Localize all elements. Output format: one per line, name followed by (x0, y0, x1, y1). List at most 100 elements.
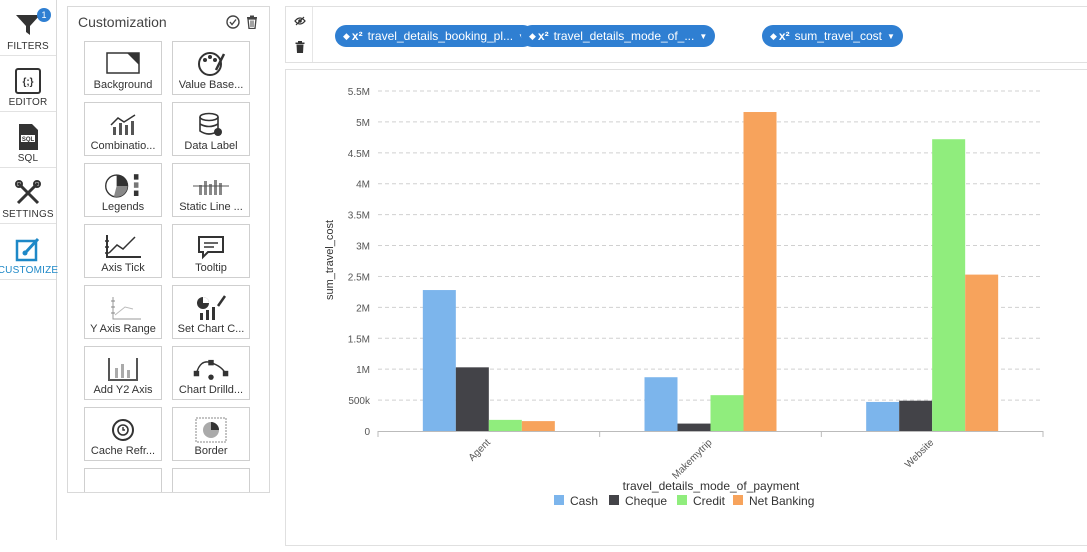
tile-label: Combinatio... (90, 140, 156, 152)
drilldown-icon (191, 354, 231, 384)
bar-cash-website[interactable] (866, 401, 900, 431)
bar-net-banking-makemytrip[interactable] (743, 112, 777, 431)
toolbar-actions (286, 7, 313, 62)
bar-cash-makemytrip[interactable] (644, 377, 678, 431)
y2-axis-icon (103, 354, 143, 384)
pill-sum-travel-cost[interactable]: ◆ x² sum_travel_cost ▼ (762, 25, 903, 47)
customize-icon (14, 235, 42, 263)
y-tick-label: 5M (356, 118, 370, 129)
bar-net-banking-agent[interactable] (521, 421, 555, 431)
tile-chart-color[interactable]: Set Chart C... (172, 285, 250, 339)
tile-axis-tick[interactable]: Axis Tick (84, 224, 162, 278)
sort-icon: ◆ (529, 30, 536, 41)
bar-credit-agent[interactable] (488, 419, 522, 431)
y-axis-title: sum_travel_cost (324, 220, 336, 300)
tile-tooltip[interactable]: Tooltip (172, 224, 250, 278)
bar-chart-frame-icon (191, 488, 231, 492)
legend-item-credit[interactable]: Credit (677, 494, 726, 508)
y-axis-tick-labels: 0 500k 1M 1.5M 2M 2.5M 3M 3.5M 4M 4.5M 5M 5.5M (348, 87, 371, 438)
bar-chart: 0 500k 1M 1.5M 2M 2.5M 3M 3.5M 4M 4.5M 5M 5.5M Agen… (324, 87, 1044, 508)
caret-down-icon: ▼ (886, 31, 895, 41)
bar-cheque-agent[interactable] (455, 367, 489, 431)
tile-palette[interactable]: Value Base... (172, 41, 250, 95)
trash-icon[interactable] (245, 15, 259, 29)
bar-net-banking-website[interactable] (965, 274, 999, 431)
left-nav: 1 FILTERS {;} EDITOR SQL SQL SETTINGS CU… (0, 0, 58, 540)
tile-label: Data Label (184, 140, 238, 152)
legend-item-net-banking[interactable]: Net Banking (733, 494, 814, 508)
tile-label: Add Y2 Axis (93, 384, 153, 396)
nav-customize[interactable]: CUSTOMIZE (0, 224, 58, 280)
nav-settings[interactable]: SETTINGS (0, 168, 56, 224)
tile-drilldown[interactable]: Chart Drilld... (172, 346, 250, 400)
tile-label: Set Chart C... (177, 323, 245, 335)
nav-filters[interactable]: 1 FILTERS (0, 0, 56, 56)
tile-label: Background (93, 79, 153, 91)
legend-item-cash[interactable]: Cash (554, 494, 598, 508)
legend-item-cheque[interactable]: Cheque (609, 494, 667, 508)
tile-combination-chart[interactable]: Combinatio... (84, 102, 162, 156)
nav-label-settings: SETTINGS (2, 209, 54, 220)
tile-label: Legends (101, 201, 145, 213)
tile-pie-legend[interactable]: Legends (84, 163, 162, 217)
tile-cache-refresh[interactable]: Cache Refr... (84, 407, 162, 461)
legend-label: Credit (693, 494, 726, 508)
x-tick-label: Website (903, 437, 937, 471)
nav-label-filters: FILTERS (7, 41, 49, 52)
sort-icon: ◆ (770, 30, 777, 41)
legend-swatch (677, 495, 687, 505)
sql-file-icon: SQL (14, 123, 42, 151)
nav-sql[interactable]: SQL SQL (0, 112, 56, 168)
x-tick-label: Agent (467, 437, 493, 463)
legend-label: Cheque (625, 494, 667, 508)
tile-label: Axis Tick (101, 262, 145, 274)
eye-icon[interactable] (294, 15, 306, 27)
pill-booking-platform[interactable]: ◆ x² travel_details_booking_pl... ▼ (335, 25, 534, 47)
tile-bar-chart-frame[interactable] (172, 468, 250, 492)
tile-border[interactable]: Border (172, 407, 250, 461)
x-axis: Agent Makemytrip Website (377, 431, 1044, 482)
cache-refresh-icon (103, 415, 143, 445)
field-toolbar: ◆ x² travel_details_booking_pl... ▼ ◆ x²… (285, 6, 1087, 63)
y-tick-label: 1M (356, 365, 370, 376)
legend-label: Net Banking (749, 494, 814, 508)
panel-title: Customization (78, 14, 167, 30)
bar-cash-agent[interactable] (422, 290, 456, 431)
legend-swatch (733, 495, 743, 505)
bar-credit-website[interactable] (932, 139, 966, 431)
tile-label: Static Line ... (179, 201, 243, 213)
y-tick-label: 1.5M (348, 334, 370, 345)
function-icon: x² (537, 29, 549, 43)
tile-static-line[interactable]: Static Line ... (172, 163, 250, 217)
bar-cheque-makemytrip[interactable] (677, 423, 711, 431)
svg-text:{;}: {;} (22, 77, 33, 88)
tile-database[interactable]: Data Label (172, 102, 250, 156)
sort-icon: ◆ (343, 30, 350, 41)
tile-y2-axis[interactable]: Add Y2 Axis (84, 346, 162, 400)
filter-count-badge: 1 (37, 8, 51, 22)
bar-chart-icon (103, 488, 143, 492)
y-tick-label: 3M (356, 242, 370, 253)
y-tick-label: 0 (364, 427, 370, 438)
tile-y-axis-range[interactable]: Y Axis Range (84, 285, 162, 339)
border-icon (191, 415, 231, 445)
tooltip-icon (191, 232, 231, 262)
tile-bar-chart[interactable] (84, 468, 162, 492)
nav-label-sql: SQL (17, 153, 39, 164)
tile-background[interactable]: Background (84, 41, 162, 95)
bar-credit-makemytrip[interactable] (710, 395, 744, 431)
pill-mode-of-payment[interactable]: ◆ x² travel_details_mode_of_... ▼ (521, 25, 716, 47)
caret-down-icon: ▼ (699, 31, 708, 41)
function-icon: x² (351, 29, 363, 43)
background-icon (103, 49, 143, 79)
y-tick-label: 500k (348, 396, 371, 407)
check-circle-icon[interactable] (226, 15, 240, 29)
tile-label: Border (194, 445, 228, 457)
delete-icon[interactable] (294, 41, 306, 53)
nav-editor[interactable]: {;} EDITOR (0, 56, 56, 112)
static-line-icon (191, 171, 231, 201)
bar-cheque-website[interactable] (899, 400, 933, 431)
pill-label: sum_travel_cost (794, 29, 882, 43)
y-tick-label: 4M (356, 180, 370, 191)
function-icon: x² (778, 29, 790, 43)
